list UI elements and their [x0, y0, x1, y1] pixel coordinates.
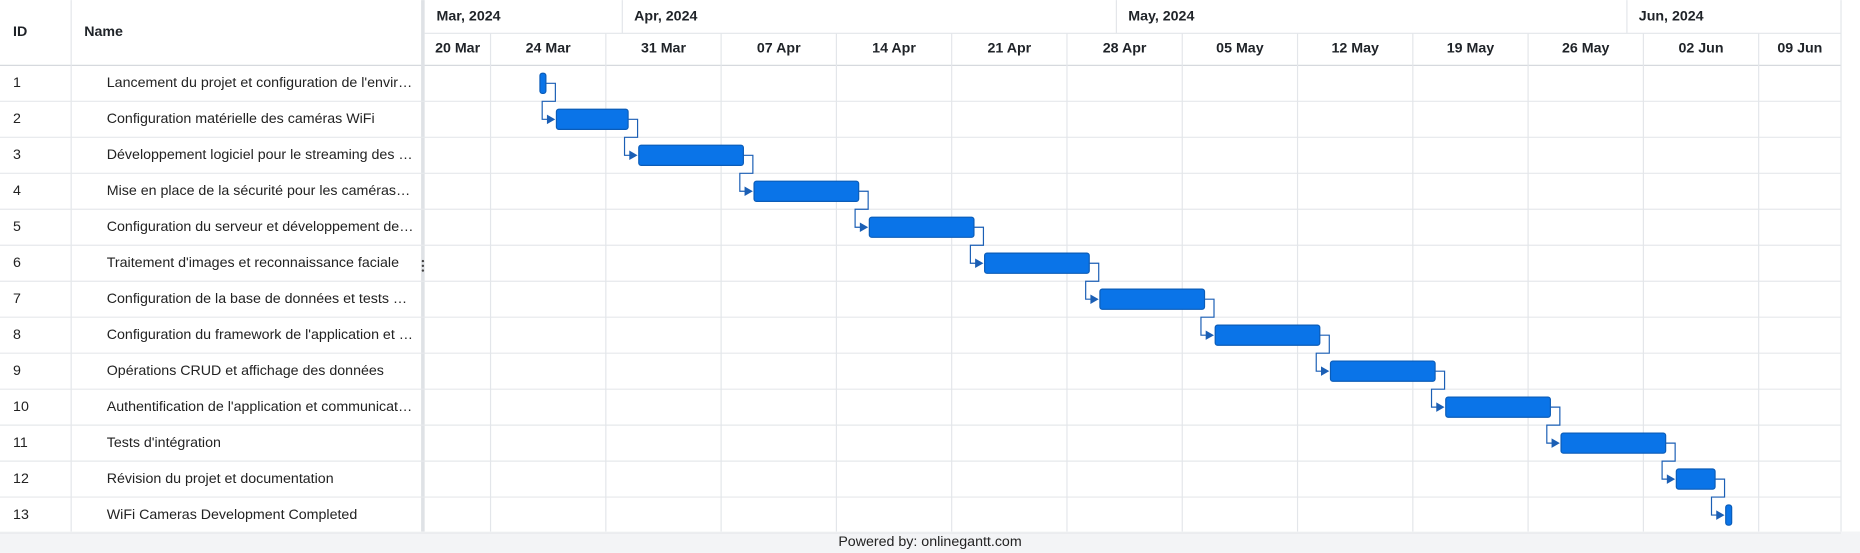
task-name: Configuration matérielle des caméras WiF…: [107, 111, 375, 127]
task-id: 11: [13, 435, 28, 451]
arrow-head: [546, 114, 556, 125]
splitter-grip: [421, 269, 425, 272]
task-id: 2: [13, 111, 21, 127]
arrow-head: [1666, 474, 1676, 484]
week-label: 26 May: [1562, 41, 1610, 57]
task-id: 1: [13, 75, 21, 91]
task-id: 8: [13, 327, 21, 343]
month-label: Jun, 2024: [1639, 8, 1704, 24]
dependency-arrow: [541, 82, 556, 120]
arrow-head: [1436, 402, 1445, 412]
dependency-arrow: [623, 118, 639, 156]
task-bar: [555, 108, 629, 130]
arrow-head: [975, 258, 984, 268]
dependency-arrow: [1710, 478, 1726, 516]
task-name: Révision du projet et documentation: [107, 471, 334, 487]
task-bar: [1445, 396, 1551, 418]
week-label: 07 Apr: [757, 41, 801, 57]
task-name: Tests d'intégration: [107, 435, 221, 451]
week-label: 02 Jun: [1679, 41, 1724, 57]
dependency-arrow: [969, 226, 985, 264]
task-name: Configuration du framework de l'applicat…: [107, 327, 413, 343]
task-name: Développement logiciel pour le streaming…: [107, 147, 413, 163]
splitter-grip: [421, 264, 425, 268]
task-name: Authentification de l'application et com…: [107, 399, 412, 415]
footer-text[interactable]: Powered by: onlinegantt.com: [838, 534, 1021, 550]
month-label: May, 2024: [1128, 8, 1194, 24]
week-label: 24 Mar: [526, 41, 572, 57]
dependency-arrow: [854, 190, 869, 228]
task-bar: [1675, 468, 1716, 490]
task-bar: [984, 252, 1090, 274]
month-label: Apr, 2024: [634, 8, 697, 24]
task-id: 4: [13, 183, 21, 199]
week-label: 12 May: [1331, 41, 1379, 57]
task-bar: [1725, 504, 1733, 526]
column-header: Name: [84, 24, 123, 40]
task-id: 5: [13, 219, 21, 235]
dependency-arrow: [1200, 298, 1215, 336]
task-name: Configuration du serveur et développemen…: [107, 219, 414, 235]
task-name: Traitement d'images et reconnaissance fa…: [107, 255, 399, 271]
dependency-arrow: [1430, 370, 1446, 408]
splitter-grip: [421, 259, 425, 263]
task-bar: [753, 180, 860, 202]
arrow-head: [1716, 510, 1725, 520]
task-bar: [539, 72, 547, 95]
dependency-arrow: [1315, 334, 1330, 372]
task-id: 13: [13, 507, 29, 523]
arrow-head: [1551, 438, 1560, 448]
column-header: ID: [13, 24, 27, 40]
task-bar: [1099, 288, 1206, 310]
arrow-head: [744, 186, 753, 197]
arrow-head: [1205, 330, 1215, 340]
footer-bar: [0, 531, 1860, 553]
task-id: 9: [13, 363, 21, 379]
week-label: 09 Jun: [1777, 41, 1822, 57]
week-label: 21 Apr: [987, 41, 1031, 57]
dependency-arrow: [1085, 262, 1100, 300]
arrow-head: [1090, 294, 1099, 304]
task-bar: [638, 144, 744, 166]
task-id: 3: [13, 147, 21, 163]
task-bar: [1329, 360, 1436, 382]
task-bar: [868, 216, 975, 238]
task-id: 7: [13, 291, 21, 307]
task-id: 12: [13, 471, 29, 487]
arrow-head: [1320, 366, 1330, 376]
dependency-arrow: [1661, 442, 1676, 480]
week-label: 31 Mar: [641, 41, 687, 57]
task-bar: [1560, 432, 1667, 454]
week-label: 20 Mar: [435, 41, 481, 57]
month-label: Mar, 2024: [437, 8, 501, 24]
arrow-head: [629, 150, 638, 161]
task-id: 6: [13, 255, 21, 271]
week-label: 14 Apr: [872, 41, 916, 57]
task-name: Mise en place de la sécurité pour les ca…: [107, 183, 410, 199]
dependency-arrow: [739, 154, 754, 192]
week-label: 19 May: [1447, 41, 1495, 57]
task-bar: [1214, 324, 1321, 346]
week-label: 28 Apr: [1103, 41, 1147, 57]
week-label: 05 May: [1216, 41, 1264, 57]
task-name: Configuration de la base de données et t…: [107, 291, 407, 307]
dependency-arrow: [1546, 406, 1561, 444]
arrow-head: [859, 222, 869, 232]
task-name: Opérations CRUD et affichage des données: [107, 363, 384, 379]
task-name: WiFi Cameras Development Completed: [107, 507, 358, 523]
task-name: Lancement du projet et configuration de …: [107, 75, 412, 91]
task-id: 10: [13, 399, 29, 415]
